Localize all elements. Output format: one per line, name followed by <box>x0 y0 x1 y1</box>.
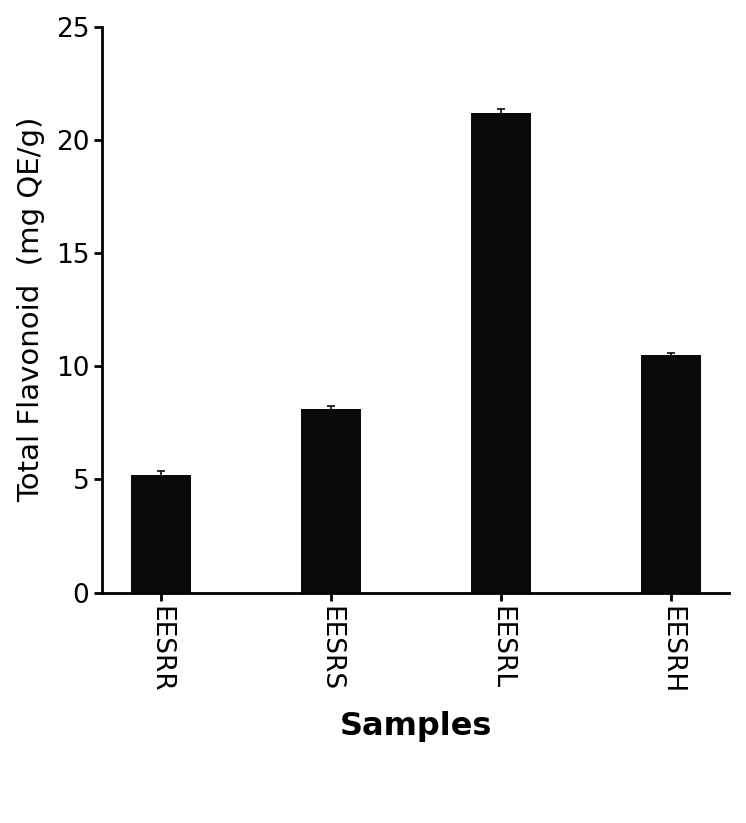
X-axis label: Samples: Samples <box>339 711 492 742</box>
Bar <box>301 409 360 593</box>
Bar <box>642 355 700 593</box>
Y-axis label: Total Flavonoid  (mg QE/g): Total Flavonoid (mg QE/g) <box>16 117 45 502</box>
Bar <box>131 475 190 593</box>
Bar <box>471 113 530 593</box>
